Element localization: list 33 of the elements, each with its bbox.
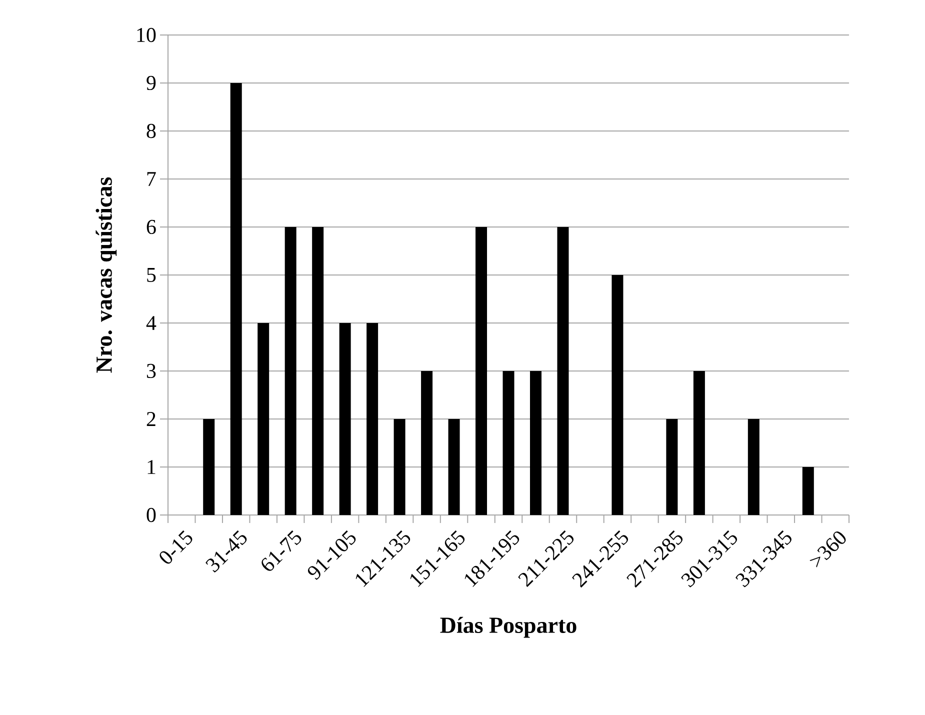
bar (366, 323, 378, 515)
bar (557, 226, 569, 515)
bar (476, 226, 488, 515)
bar (284, 226, 296, 515)
y-tick-label: 6 (146, 220, 156, 234)
bar (448, 419, 460, 515)
x-tick-label: 0-15 (160, 530, 192, 564)
bar (612, 274, 624, 515)
bar (230, 82, 242, 515)
y-tick-label: 1 (148, 460, 156, 474)
y-tick-label: 4 (146, 316, 156, 330)
bar (394, 419, 406, 515)
bar (203, 419, 215, 515)
bar (530, 371, 542, 515)
y-tick-label: 5 (147, 268, 156, 282)
y-tick-label: 9 (146, 76, 156, 90)
bar (339, 323, 351, 515)
y-tick-label: 0 (146, 508, 156, 522)
y-tick-label: 2 (146, 412, 156, 426)
bar (421, 371, 433, 515)
y-tick-label: 10 (137, 28, 156, 42)
y-tick-label: 8 (146, 124, 156, 138)
bar (312, 226, 324, 515)
bar (258, 323, 270, 515)
bar (748, 419, 760, 515)
x-axis-title: Días Posparto (440, 616, 576, 638)
y-tick-label: 7 (147, 172, 156, 186)
y-tick-label: 3 (146, 364, 156, 378)
y-axis-title: Nro. vacas quísticas (96, 177, 117, 373)
bar (802, 467, 814, 515)
bar (693, 371, 705, 515)
bar (502, 371, 514, 515)
bar (666, 419, 678, 515)
